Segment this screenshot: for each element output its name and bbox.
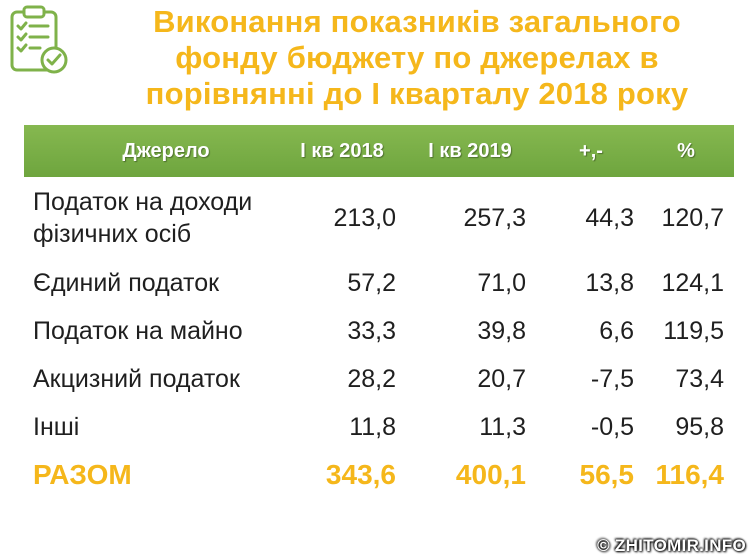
total-q2018: 343,6 <box>325 459 396 490</box>
row-source-name: Акцизний податок <box>33 365 240 393</box>
table-header-row: Джерело І кв 2018 І кв 2019 +,- % <box>24 125 734 177</box>
budget-table: Джерело І кв 2018 І кв 2019 +,- % Подато… <box>24 125 734 499</box>
table-total-row: РАЗОМ 343,6 400,1 56,5 116,4 <box>24 451 734 499</box>
header-source: Джерело <box>122 139 210 162</box>
page-title: Виконання показників загального фонду бю… <box>80 4 754 112</box>
total-diff: 56,5 <box>579 459 635 490</box>
table-row: Податок на майно 33,3 39,8 6,6 119,5 <box>24 307 734 355</box>
row-source-name: Єдиний податок <box>33 269 220 297</box>
cell-q2018: 28,2 <box>347 364 396 393</box>
cell-percent: 95,8 <box>675 412 724 441</box>
cell-q2018: 57,2 <box>347 268 396 297</box>
row-source-name-line: Податок на доходи <box>33 188 253 216</box>
total-label: РАЗОМ <box>33 459 132 490</box>
table-row: Єдиний податок 57,2 71,0 13,8 124,1 <box>24 259 734 307</box>
cell-q2019: 257,3 <box>463 203 526 232</box>
table-row: Інші 11,8 11,3 -0,5 95,8 <box>24 403 734 451</box>
header-percent: % <box>677 139 695 162</box>
cell-q2019: 20,7 <box>477 364 526 393</box>
row-source-name: Податок на майно <box>33 317 243 345</box>
table-row: Акцизний податок 28,2 20,7 -7,5 73,4 <box>24 355 734 403</box>
cell-q2018: 11,8 <box>349 412 396 441</box>
cell-percent: 120,7 <box>661 203 724 232</box>
header-diff: +,- <box>579 139 603 162</box>
cell-q2018: 33,3 <box>347 316 396 345</box>
cell-q2019: 71,0 <box>477 268 526 297</box>
title-line-3: порівнянні до І кварталу 2018 року <box>145 76 689 111</box>
site-watermark: © ZHITOMIR.INFO <box>597 536 746 555</box>
cell-diff: 6,6 <box>599 316 634 345</box>
row-source-name: Інші <box>33 413 80 441</box>
table-row: Податок на доходи фізичних осіб 213,0 25… <box>24 177 734 259</box>
cell-diff: 13,8 <box>585 268 634 297</box>
total-percent: 116,4 <box>655 459 724 490</box>
cell-q2018: 213,0 <box>333 203 396 232</box>
cell-percent: 124,1 <box>661 268 724 297</box>
cell-percent: 73,4 <box>675 364 724 393</box>
total-q2019: 400,1 <box>455 459 526 490</box>
title-line-1: Виконання показників загального <box>153 4 681 39</box>
cell-diff: -0,5 <box>590 412 634 441</box>
title-line-2: фонду бюджету по джерелах в <box>175 40 659 75</box>
cell-percent: 119,5 <box>663 316 724 345</box>
checklist-clipboard-icon <box>10 5 68 74</box>
cell-q2019: 39,8 <box>477 316 526 345</box>
cell-q2019: 11,3 <box>479 412 526 441</box>
cell-diff: 44,3 <box>585 203 634 232</box>
row-source-name-line: фізичних осіб <box>33 220 192 248</box>
header-q2019: І кв 2019 <box>428 139 512 162</box>
row-source-name: Податок на доходи фізичних осіб <box>24 177 288 259</box>
cell-diff: -7,5 <box>590 364 634 393</box>
header-q2018: І кв 2018 <box>300 139 384 162</box>
